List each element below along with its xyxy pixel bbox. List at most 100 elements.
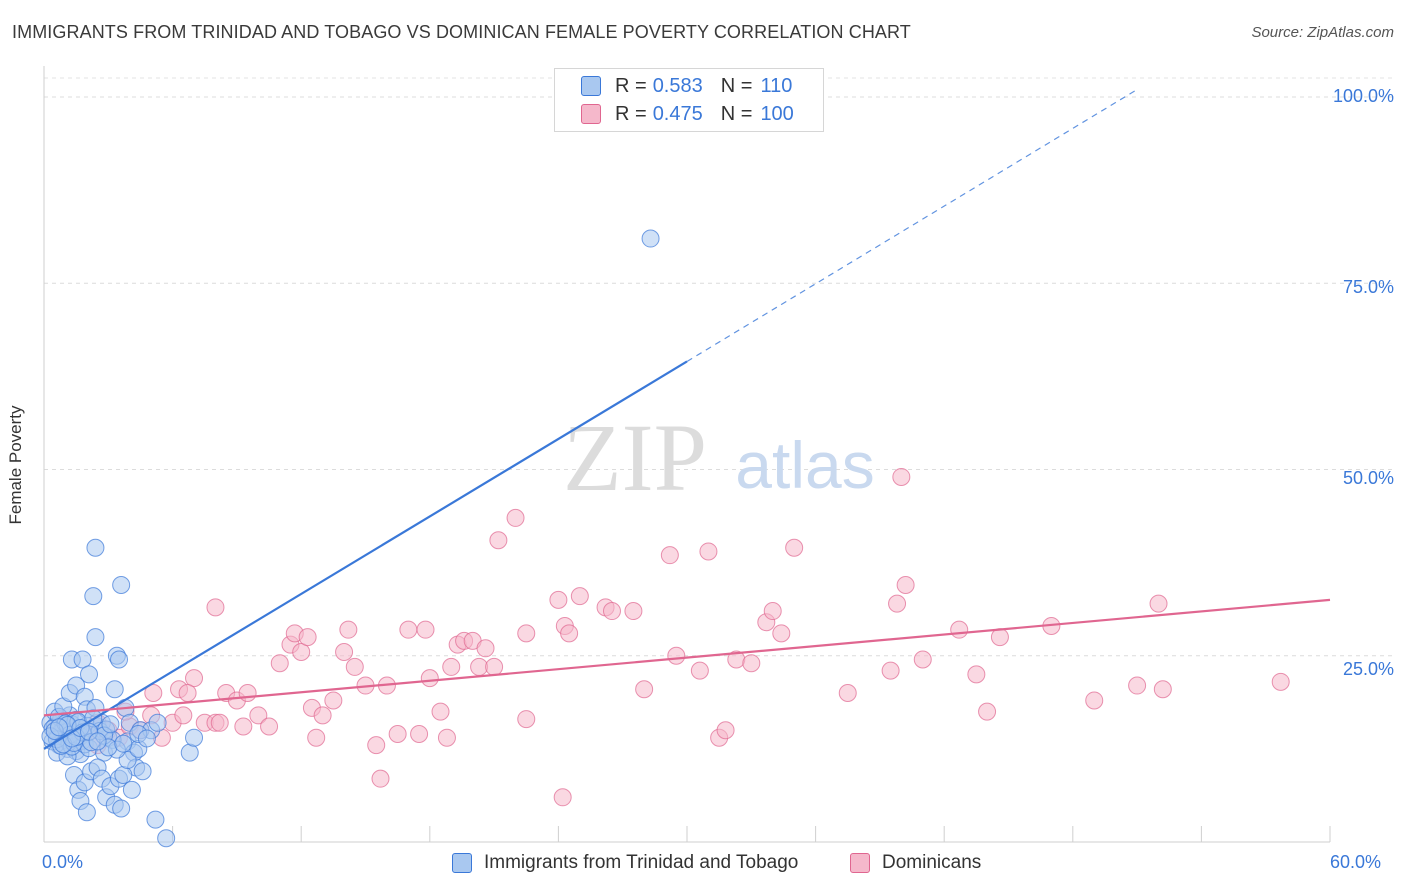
gridlines: [44, 77, 1392, 657]
data-point-trinidad: [112, 799, 131, 818]
data-point-dominican: [335, 643, 354, 662]
data-point-dominican: [339, 620, 358, 639]
legend-swatch-blue: [452, 853, 472, 873]
data-point-dominican: [549, 590, 568, 609]
data-point-dominican: [1271, 672, 1290, 691]
data-point-dominican: [345, 657, 364, 676]
data-point-dominican: [174, 706, 193, 725]
data-point-trinidad: [86, 538, 105, 557]
legend-row-series2: R = 0.475 N = 100: [581, 101, 794, 127]
y-axis-label: Female Poverty: [6, 405, 25, 525]
data-point-dominican: [476, 639, 495, 658]
legend-n-label: N =: [720, 74, 753, 97]
data-point-dominican: [144, 684, 163, 702]
trend-lines: [43, 89, 1331, 750]
legend-swatch-pink: [581, 104, 601, 124]
data-point-dominican: [399, 620, 418, 639]
data-point-dominican: [210, 713, 229, 732]
data-point-dominican: [772, 624, 791, 643]
data-point-trinidad: [80, 665, 99, 684]
data-point-dominican: [367, 736, 386, 755]
watermark: ZIP atlas: [563, 404, 875, 511]
data-point-dominican: [517, 624, 536, 643]
legend-n-value: 110: [760, 74, 793, 97]
legend-r-label: R =: [615, 102, 647, 125]
legend-row-series1: R = 0.583 N = 110: [581, 73, 792, 99]
data-point-trinidad: [148, 713, 167, 732]
legend-series-name: Immigrants from Trinidad and Tobago: [484, 852, 799, 873]
data-point-dominican: [1085, 691, 1104, 710]
data-point-dominican: [553, 788, 572, 807]
trend-line-trinidad: [43, 360, 688, 750]
chart-title: IMMIGRANTS FROM TRINIDAD AND TOBAGO VS D…: [12, 22, 911, 42]
data-point-dominican: [699, 542, 718, 561]
y-tick-label: 75.0%: [1342, 277, 1394, 297]
data-point-dominican: [635, 680, 654, 699]
data-point-dominican: [763, 602, 782, 621]
data-point-dominican: [324, 691, 343, 710]
data-point-dominican: [913, 650, 932, 669]
data-point-dominican: [838, 684, 857, 702]
legend-swatch-blue: [581, 76, 601, 96]
data-point-dominican: [307, 728, 326, 747]
data-point-dominican: [178, 684, 197, 702]
data-point-trinidad: [110, 650, 129, 669]
data-point-dominican: [660, 546, 679, 565]
data-point-dominican: [442, 657, 461, 676]
data-point-dominican: [892, 467, 911, 486]
legend-r-value: 0.583: [652, 74, 703, 97]
data-points: [41, 229, 1290, 848]
data-point-trinidad: [641, 229, 660, 248]
data-point-dominican: [1149, 594, 1168, 613]
data-point-dominican: [517, 710, 536, 729]
source-label: Source: ZipAtlas.com: [1251, 24, 1394, 41]
data-point-trinidad: [112, 575, 131, 594]
watermark-atlas: atlas: [735, 428, 874, 502]
data-point-trinidad: [137, 729, 156, 748]
data-point-trinidad: [105, 680, 124, 699]
legend-n-label: N =: [720, 102, 753, 125]
correlation-legend: R = 0.583 N = 110 R = 0.475 N = 100: [554, 68, 824, 132]
data-point-trinidad: [185, 728, 204, 747]
x-tick-label: 60.0%: [1330, 852, 1382, 872]
data-point-dominican: [506, 508, 525, 527]
data-point-dominican: [410, 724, 429, 743]
data-point-dominican: [602, 602, 621, 621]
data-point-dominican: [437, 728, 456, 747]
legend-r-value: 0.475: [652, 102, 703, 125]
legend-item-dominicans: Dominicans: [850, 852, 981, 874]
data-point-dominican: [742, 654, 761, 673]
data-point-dominican: [888, 594, 907, 613]
legend-item-trinidad: Immigrants from Trinidad and Tobago: [452, 852, 798, 874]
data-point-trinidad: [157, 829, 176, 848]
data-point-trinidad: [73, 650, 92, 669]
y-tick-label: 100.0%: [1332, 86, 1394, 106]
data-point-dominican: [388, 724, 407, 743]
data-point-dominican: [185, 669, 204, 688]
data-point-dominican: [570, 587, 589, 606]
data-point-dominican: [249, 706, 268, 725]
data-point-trinidad: [114, 765, 133, 784]
trend-line-dominicans: [43, 598, 1331, 717]
data-point-dominican: [881, 661, 900, 680]
data-point-dominican: [716, 721, 735, 740]
data-point-dominican: [896, 575, 915, 594]
data-point-trinidad: [133, 762, 152, 781]
data-point-dominican: [485, 657, 504, 676]
data-point-dominican: [371, 769, 390, 788]
data-point-trinidad: [86, 628, 105, 647]
data-point-dominican: [206, 598, 225, 617]
data-point-dominican: [967, 665, 986, 684]
x-tick-label: 0.0%: [42, 852, 84, 872]
data-point-dominican: [313, 706, 332, 725]
data-point-trinidad: [114, 734, 133, 753]
data-point-trinidad: [146, 810, 165, 829]
data-point-dominican: [298, 628, 317, 647]
data-point-trinidad: [88, 732, 107, 751]
data-point-trinidad: [77, 803, 96, 822]
data-point-dominican: [270, 654, 289, 673]
data-point-dominican: [978, 702, 997, 721]
data-point-dominican: [260, 717, 279, 736]
data-point-trinidad: [84, 587, 103, 606]
